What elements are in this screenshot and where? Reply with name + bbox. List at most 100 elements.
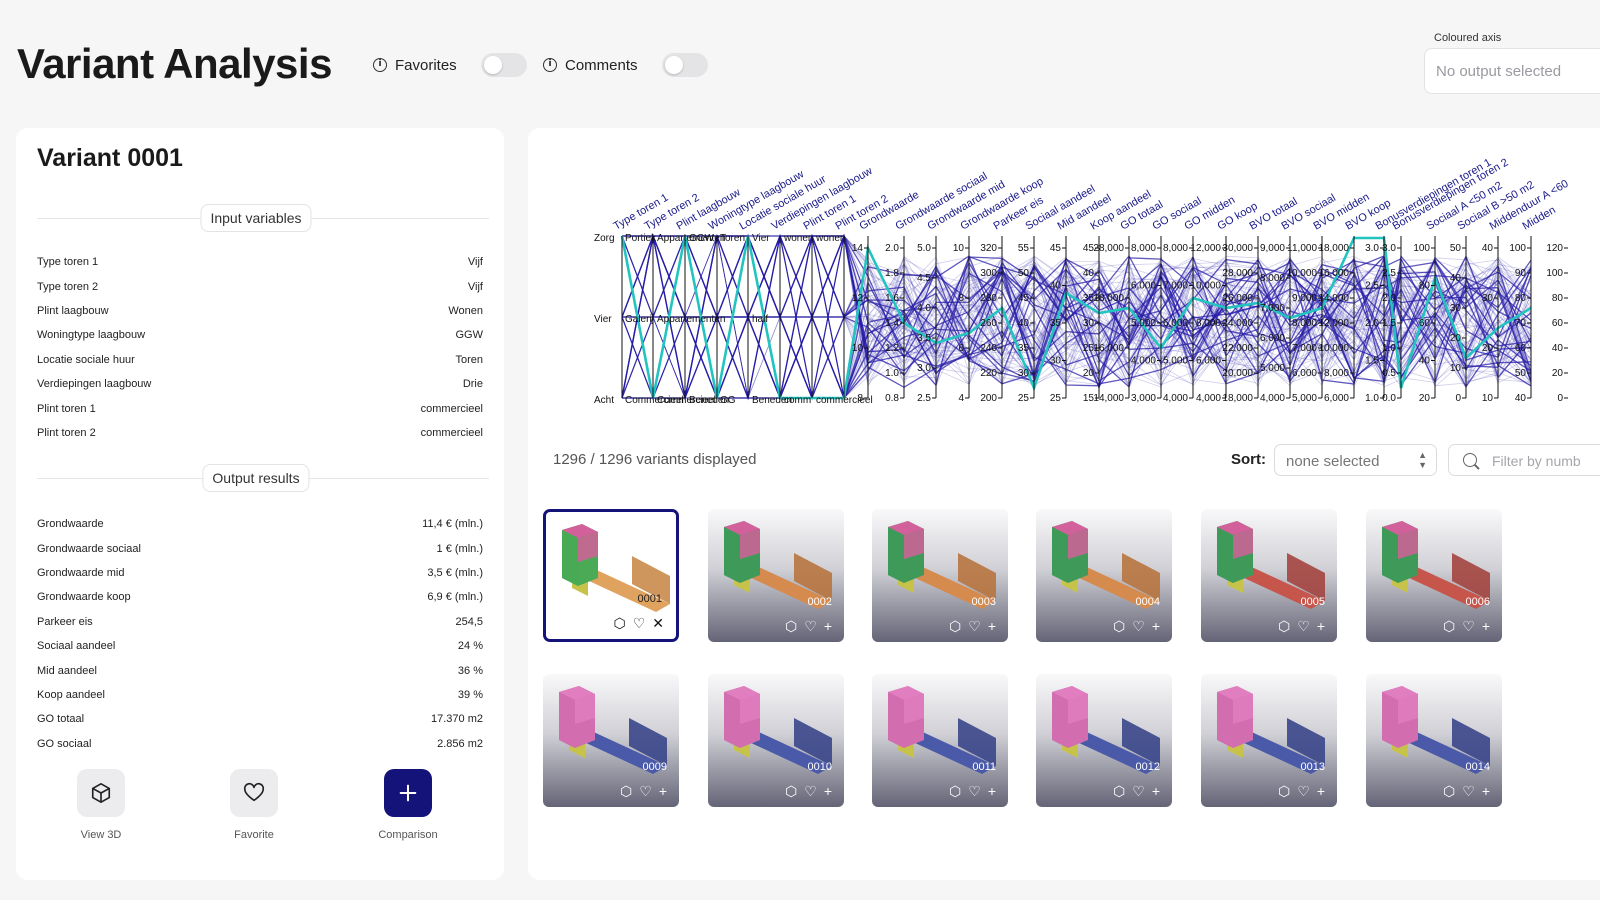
heart-icon[interactable]: ♡	[804, 618, 817, 634]
plus-icon[interactable]: +	[1151, 783, 1160, 799]
plus-icon[interactable]: +	[1151, 618, 1160, 634]
cube-icon[interactable]: ⬡	[785, 783, 798, 799]
variant-card[interactable]: 0009 ⬡ ♡ +	[543, 674, 679, 807]
card-actions: ⬡ ♡ +	[620, 784, 667, 798]
tick-label: commercieel	[816, 395, 873, 406]
tick-label: Toren	[720, 233, 745, 244]
tick-label: 20	[1552, 368, 1564, 379]
variant-card[interactable]: 0011 ⬡ ♡ +	[872, 674, 1008, 807]
cube-icon[interactable]: ⬡	[785, 618, 798, 634]
tick-label: 40	[1450, 273, 1462, 284]
heart-icon[interactable]: ♡	[804, 783, 817, 799]
kv-value: 39 %	[457, 688, 483, 701]
filter-input[interactable]: Filter by numb	[1448, 444, 1600, 476]
cube-icon[interactable]: ⬡	[1113, 618, 1126, 634]
variant-id: 0006	[1465, 596, 1490, 608]
tick-label: Beneden	[752, 395, 792, 406]
plus-icon[interactable]: +	[987, 618, 996, 634]
plus-icon[interactable]: +	[658, 783, 667, 799]
tick-label: 0	[1557, 393, 1563, 404]
variant-card[interactable]: 0006 ⬡ ♡ +	[1366, 509, 1502, 642]
tick-label: 4.5	[917, 273, 931, 284]
kv-value: commercieel	[420, 402, 483, 415]
coloured-axis-select[interactable]: No output selected	[1424, 48, 1600, 94]
comments-toggle[interactable]	[661, 53, 708, 77]
info-icon: i	[543, 58, 557, 72]
tick-label: Vier	[752, 233, 770, 244]
cube-icon[interactable]: ⬡	[613, 615, 626, 631]
cube-icon[interactable]: ⬡	[949, 618, 962, 634]
variant-card[interactable]: 0001 ⬡ ♡ ✕	[543, 509, 679, 642]
heart-icon[interactable]: ♡	[1297, 618, 1310, 634]
close-icon[interactable]: ✕	[652, 615, 664, 631]
tick-label: 18,000	[1318, 243, 1349, 254]
favorites-toggle[interactable]	[480, 53, 527, 77]
variant-card[interactable]: 0013 ⬡ ♡ +	[1201, 674, 1337, 807]
card-actions: ⬡ ♡ +	[785, 619, 832, 633]
tick-label: 3.0	[917, 363, 931, 374]
heart-icon[interactable]: ♡	[639, 783, 652, 799]
heart-icon[interactable]: ♡	[1132, 618, 1145, 634]
variant-card[interactable]: 0003 ⬡ ♡ +	[872, 509, 1008, 642]
plus-icon[interactable]: +	[1481, 783, 1490, 799]
kv-row: Woningtype laagbouw GGW	[37, 323, 483, 347]
cube-icon[interactable]: ⬡	[1278, 618, 1291, 634]
tick-label: Galerij	[625, 314, 654, 325]
heart-icon[interactable]: ♡	[968, 783, 981, 799]
plus-icon[interactable]: +	[1316, 618, 1325, 634]
plus-icon[interactable]: +	[823, 618, 832, 634]
heart-icon[interactable]: ♡	[1132, 783, 1145, 799]
tick-label: 1.0	[1382, 343, 1396, 354]
variant-card[interactable]: 0012 ⬡ ♡ +	[1036, 674, 1172, 807]
kv-row: Koop aandeel 39 %	[37, 683, 483, 707]
heart-icon[interactable]: ♡	[968, 618, 981, 634]
building-model	[724, 686, 832, 774]
tick-label: 40	[1050, 281, 1062, 292]
variant-card[interactable]: 0004 ⬡ ♡ +	[1036, 509, 1172, 642]
output-results-heading: Output results	[202, 464, 310, 492]
cube-icon[interactable]: ⬡	[949, 783, 962, 799]
cube-icon[interactable]: ⬡	[1278, 783, 1291, 799]
tick-label: 16,000	[1093, 343, 1124, 354]
sort-select[interactable]: none selected ▲ ▼	[1274, 444, 1437, 476]
heart-icon[interactable]: ♡	[1462, 618, 1475, 634]
cube-icon[interactable]: ⬡	[620, 783, 633, 799]
add-comparison-button[interactable]	[384, 769, 432, 817]
heart-icon[interactable]: ♡	[1462, 783, 1475, 799]
building-model	[888, 686, 996, 774]
kv-row: Plint laagbouw Wonen	[37, 299, 483, 323]
tick-label: 280	[980, 293, 997, 304]
tick-label: 45	[1018, 293, 1030, 304]
kv-row: Plint toren 1 commercieel	[37, 396, 483, 420]
variant-card[interactable]: 0014 ⬡ ♡ +	[1366, 674, 1502, 807]
kv-row: Plint toren 2 commercieel	[37, 421, 483, 445]
tick-label: 25	[1050, 393, 1062, 404]
variant-card[interactable]: 0005 ⬡ ♡ +	[1201, 509, 1337, 642]
tick-label: 80	[1552, 293, 1564, 304]
cube-icon[interactable]: ⬡	[1443, 783, 1456, 799]
plus-icon[interactable]: +	[823, 783, 832, 799]
variant-card[interactable]: 0002 ⬡ ♡ +	[708, 509, 844, 642]
tick-label: 1.0	[1365, 393, 1379, 404]
view-3d-button[interactable]	[77, 769, 125, 817]
heart-icon[interactable]: ♡	[632, 615, 646, 631]
tick-label: 10	[1482, 393, 1494, 404]
variant-id: 0010	[807, 761, 832, 773]
cube-icon[interactable]: ⬡	[1113, 783, 1126, 799]
variant-card[interactable]: 0010 ⬡ ♡ +	[708, 674, 844, 807]
tick-label: 3.0	[1382, 243, 1396, 254]
tick-label: 50	[1515, 368, 1527, 379]
card-actions: ⬡ ♡ +	[1443, 784, 1490, 798]
cube-icon[interactable]: ⬡	[1443, 618, 1456, 634]
tick-label: Appartementen	[657, 233, 725, 244]
favorite-button[interactable]	[230, 769, 278, 817]
variant-id: 0012	[1135, 761, 1160, 773]
card-actions: ⬡ ♡ +	[785, 784, 832, 798]
heart-icon[interactable]: ♡	[1297, 783, 1310, 799]
tick-label: 1.8	[885, 268, 899, 279]
tick-label: 5,000	[1163, 356, 1188, 367]
plus-icon[interactable]: +	[1481, 618, 1490, 634]
plus-icon[interactable]: +	[987, 783, 996, 799]
plus-icon[interactable]: +	[1316, 783, 1325, 799]
